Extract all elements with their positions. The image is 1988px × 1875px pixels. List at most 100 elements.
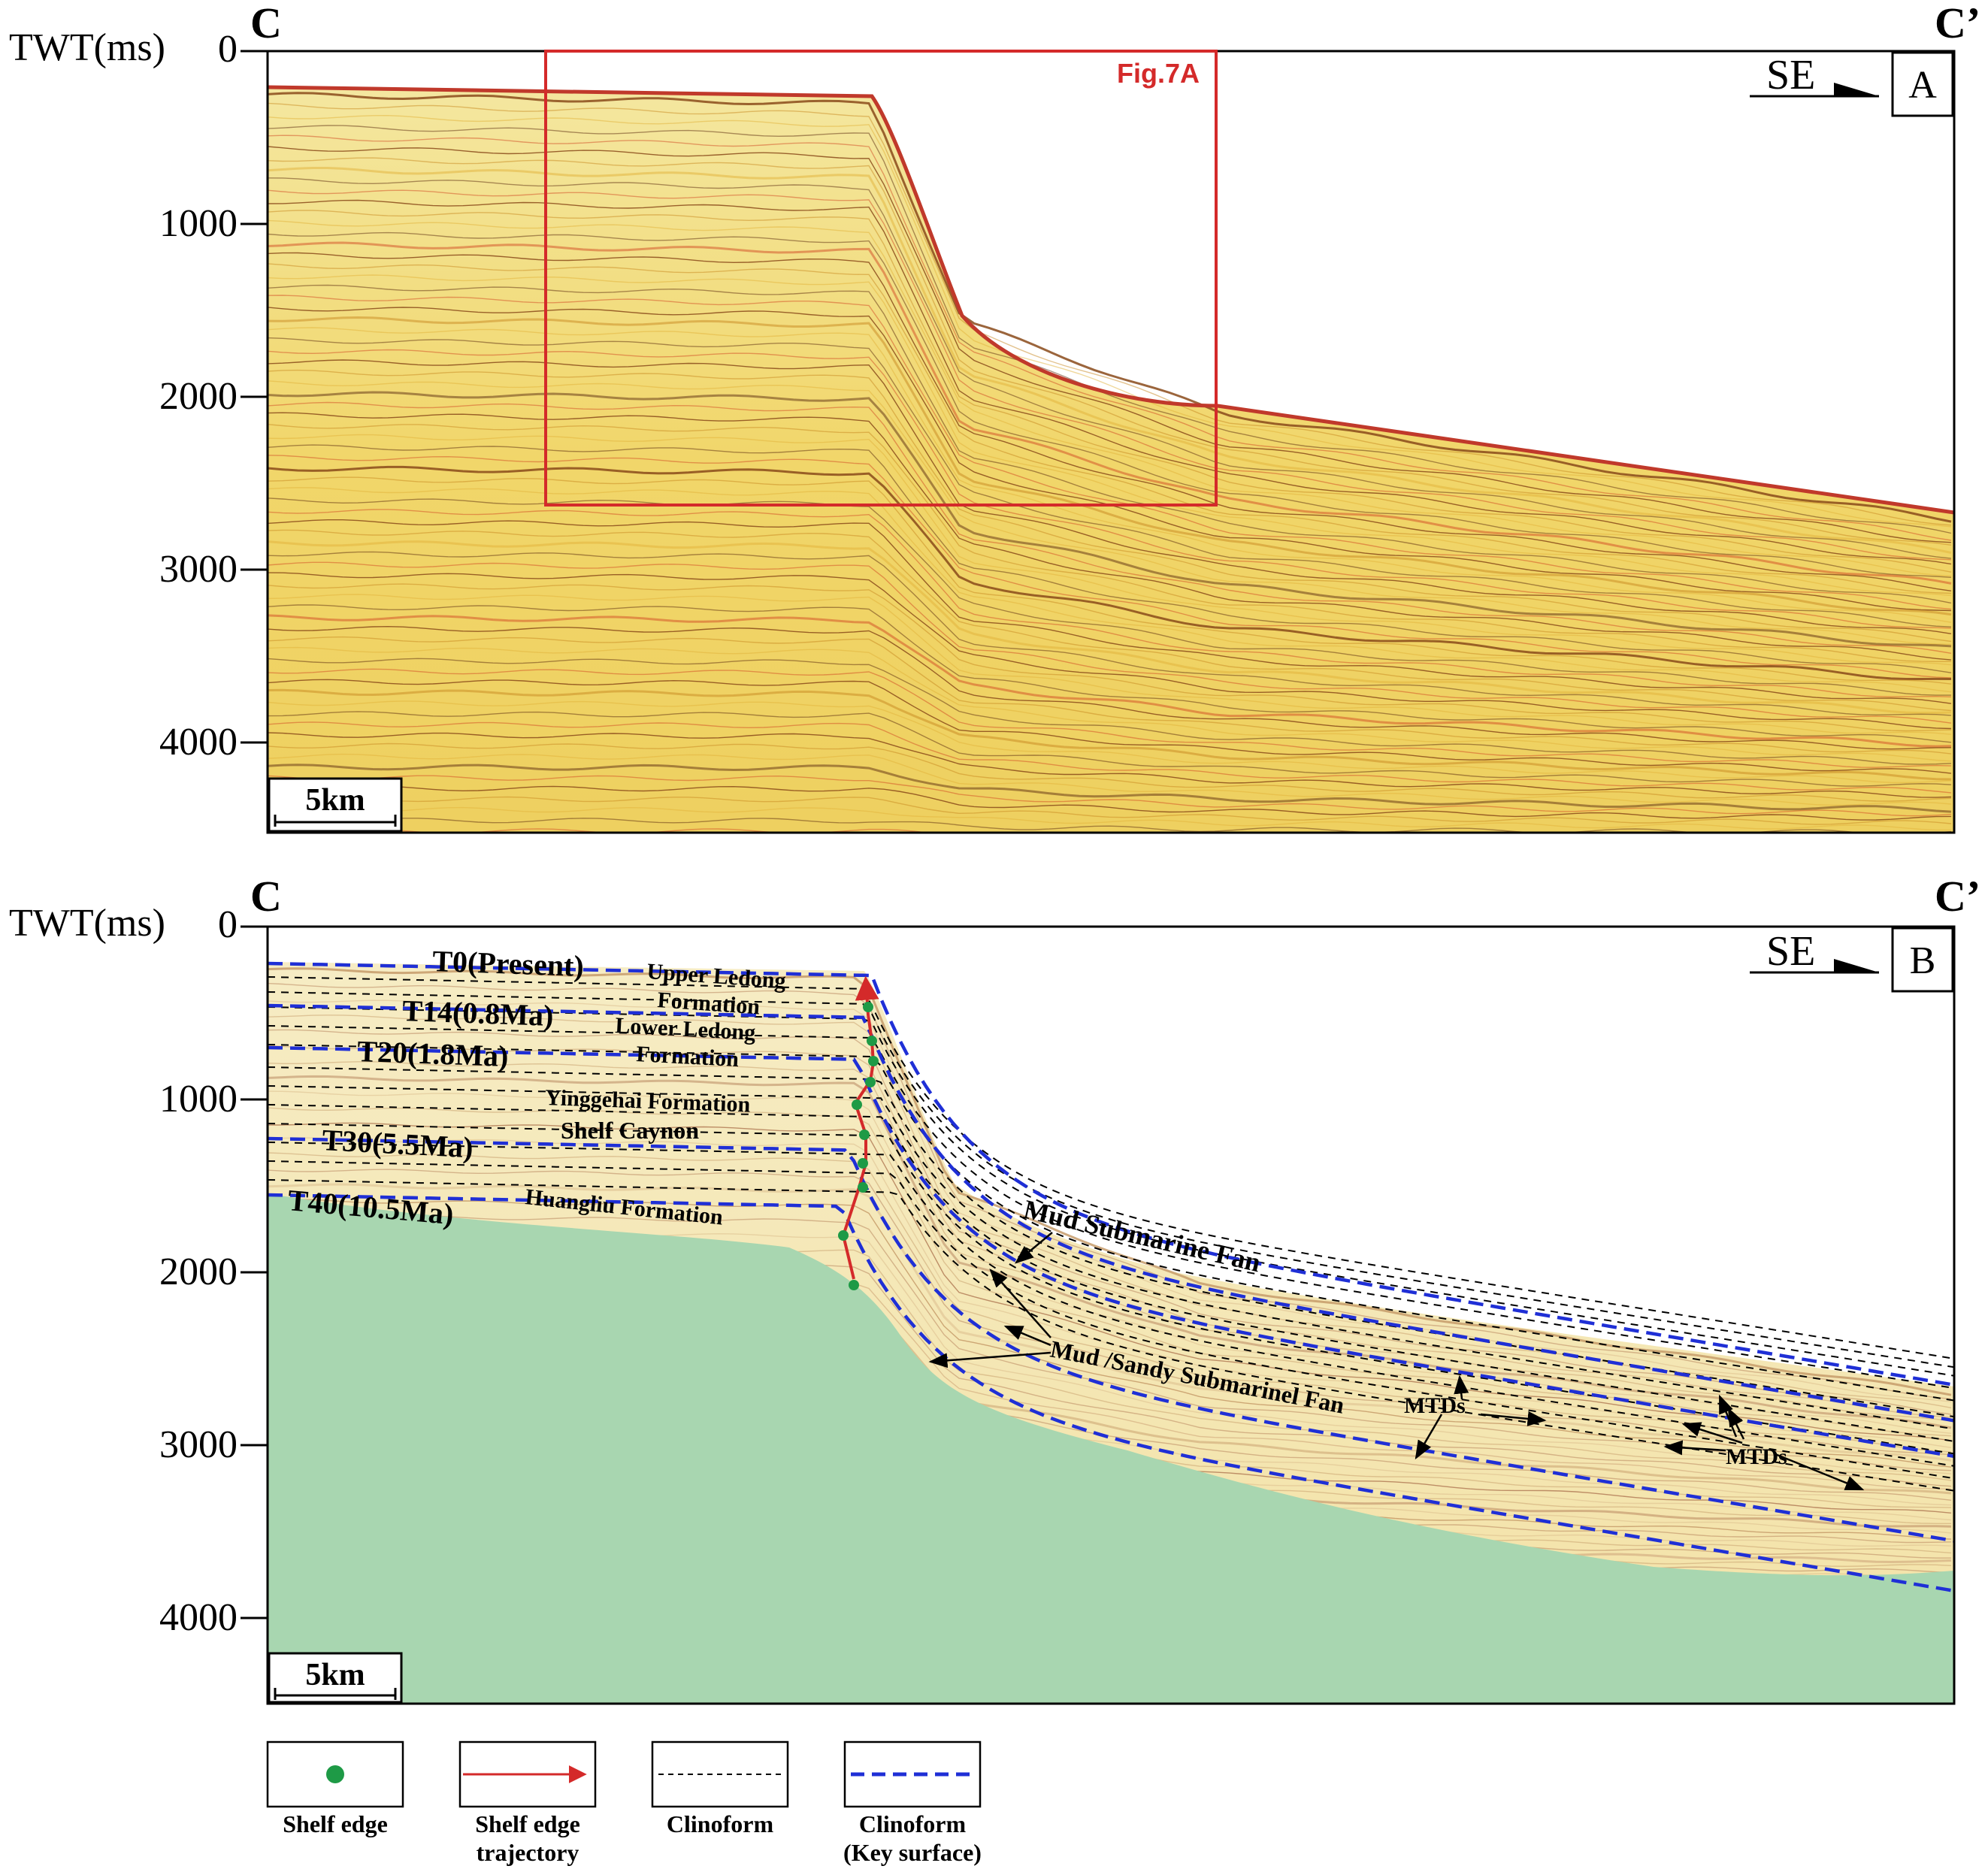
legend-item-key-surface: Clinoform (Key surface) bbox=[843, 1740, 982, 1866]
reflector-line bbox=[268, 700, 1952, 784]
reflector-line bbox=[268, 177, 1952, 559]
reflector-line bbox=[268, 711, 1952, 787]
reflector-line bbox=[268, 1199, 1952, 1468]
horizon-label-t0: T0(Present) bbox=[432, 944, 585, 983]
panel-a-left-label: C bbox=[250, 0, 282, 47]
horizon-label-t14: T14(0.8Ma) bbox=[402, 993, 555, 1033]
reflector-line bbox=[268, 967, 1952, 1396]
reflector-line bbox=[268, 604, 1952, 743]
reflector-line bbox=[268, 529, 1952, 712]
key-surface-line bbox=[268, 1193, 1954, 1593]
reflector-line bbox=[268, 391, 1952, 648]
horizon-label-t20: T20(1.8Ma) bbox=[357, 1034, 510, 1073]
clinoform-line bbox=[268, 1066, 1954, 1418]
reflector-line bbox=[268, 828, 1083, 833]
reflector-line bbox=[268, 583, 1952, 732]
reflector-line bbox=[268, 594, 1952, 735]
reflector-line bbox=[268, 114, 1952, 528]
tick-label: 0 bbox=[218, 28, 238, 71]
reflector-line bbox=[268, 327, 1952, 623]
scale-bar-a: 5km bbox=[268, 777, 403, 833]
legend-label: Shelf edge bbox=[283, 1810, 388, 1837]
reflector-line bbox=[268, 487, 1952, 693]
reflector-line bbox=[268, 806, 1952, 831]
reflector-line bbox=[268, 412, 1952, 661]
reflector-line bbox=[268, 231, 1952, 578]
reflector-line bbox=[268, 679, 1952, 774]
scale-bar-b: 5km bbox=[268, 1652, 403, 1704]
panel-b-frame bbox=[266, 925, 1956, 1705]
reflector-line bbox=[268, 753, 1952, 806]
reflector-line bbox=[268, 337, 1952, 628]
shelf-edge-point bbox=[863, 1002, 873, 1012]
reflector-line bbox=[268, 497, 1951, 696]
clinoform-line bbox=[268, 1006, 1954, 1377]
clinoform-line bbox=[268, 1104, 1954, 1442]
reflector-line bbox=[268, 658, 1952, 765]
reflector-line bbox=[268, 295, 1952, 610]
basement-fill bbox=[268, 1193, 1954, 1704]
key-surface-line bbox=[268, 1045, 1954, 1459]
legend-label: Clinoform bbox=[859, 1810, 967, 1837]
reflector-line bbox=[268, 369, 1952, 643]
panel-a-y-axis: 0 1000 2000 3000 4000 bbox=[159, 28, 268, 764]
reflector-line bbox=[268, 125, 1952, 534]
reflector-line bbox=[268, 742, 1952, 802]
reflector-line bbox=[268, 274, 1952, 597]
shelf-edge-points bbox=[838, 1002, 879, 1290]
scale-label: 5km bbox=[305, 1658, 365, 1692]
reflector-line bbox=[268, 401, 1952, 654]
panel-a-north-indicator: SE bbox=[1750, 52, 1879, 98]
clinoform-line bbox=[268, 991, 1954, 1368]
legend-label: (Key surface) bbox=[843, 1839, 982, 1866]
reflector-line bbox=[268, 732, 1952, 798]
reflector-line bbox=[268, 668, 1952, 768]
panel-letter-box-a bbox=[1891, 51, 1954, 117]
reflector-line bbox=[268, 135, 1952, 541]
reflector-line bbox=[268, 424, 1951, 662]
shelf-edge-point bbox=[867, 1036, 877, 1046]
shelf-edge-point bbox=[852, 1099, 862, 1110]
panel-a: Fig.7A C C’ TWT(ms) 0 1000 2000 3000 400… bbox=[9, 0, 1980, 834]
fig7a-box bbox=[544, 50, 1218, 507]
panel-b-axis-title: TWT(ms) bbox=[9, 902, 165, 945]
reflector-line bbox=[268, 167, 1952, 554]
reflector-line bbox=[268, 540, 1952, 715]
clinoform-line bbox=[268, 1179, 1954, 1492]
reflector-line bbox=[268, 1075, 1952, 1429]
reflector-line bbox=[268, 284, 1952, 604]
reflector-line bbox=[268, 219, 1952, 577]
reflector-line bbox=[268, 444, 1952, 673]
direction-label: SE bbox=[1766, 52, 1815, 98]
panel-b-right-label: C’ bbox=[1935, 872, 1980, 921]
direction-arrow-icon bbox=[1834, 83, 1879, 96]
shelf-canyon-label: Shelf Caynon bbox=[561, 1117, 699, 1144]
key-surface-line bbox=[268, 1003, 1954, 1423]
reflector-line bbox=[268, 818, 1952, 833]
clinoform-line bbox=[268, 1044, 1954, 1402]
legend-item-clinoform: Clinoform bbox=[651, 1740, 789, 1837]
reflector-line bbox=[268, 625, 1952, 750]
reflector-line bbox=[268, 1169, 1952, 1456]
reflector-line bbox=[268, 157, 1952, 546]
reflector-line bbox=[268, 636, 1952, 755]
fig7a-label: Fig.7A bbox=[1117, 58, 1200, 89]
tick-label: 2000 bbox=[159, 375, 238, 418]
shelf-edge-dot-icon bbox=[326, 1765, 344, 1783]
reflector-line bbox=[268, 1045, 1952, 1418]
reflector-line bbox=[268, 764, 1952, 813]
reflector-line bbox=[268, 189, 1952, 561]
scale-label: 5km bbox=[305, 783, 365, 818]
reflector-line bbox=[268, 252, 1952, 591]
reflector-line bbox=[268, 721, 1952, 794]
reflector-line bbox=[268, 316, 1952, 616]
reflector-line bbox=[268, 92, 1952, 523]
tick-label: 2000 bbox=[159, 1251, 238, 1293]
direction-arrow-icon bbox=[1834, 959, 1879, 972]
reflector-line bbox=[268, 796, 1952, 825]
reflector-line bbox=[268, 775, 1952, 817]
tick-label: 1000 bbox=[159, 202, 238, 245]
panel-b: T0(Present) T14(0.8Ma) T20(1.8Ma) T30(5.… bbox=[9, 872, 1980, 1705]
shelf-edge-point bbox=[858, 1182, 868, 1193]
